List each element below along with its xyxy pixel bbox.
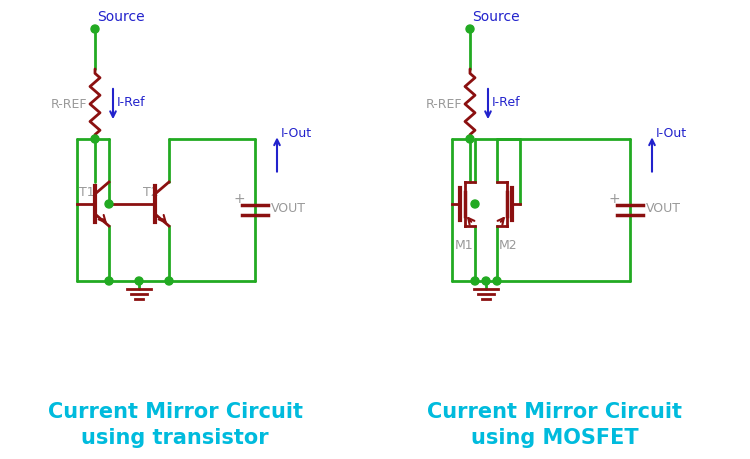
Text: I-Out: I-Out [281, 127, 312, 140]
Circle shape [165, 277, 173, 285]
Text: M1: M1 [454, 239, 473, 252]
Circle shape [105, 201, 113, 208]
Text: VOUT: VOUT [271, 202, 306, 215]
Text: Source: Source [97, 10, 145, 24]
Circle shape [91, 136, 99, 144]
Text: VOUT: VOUT [646, 202, 681, 215]
Text: Source: Source [472, 10, 520, 24]
Text: I-Ref: I-Ref [117, 96, 146, 109]
Text: +: + [608, 191, 619, 206]
Circle shape [466, 26, 474, 34]
Circle shape [91, 26, 99, 34]
Text: I-Ref: I-Ref [492, 96, 520, 109]
Text: Current Mirror Circuit
using transistor: Current Mirror Circuit using transistor [47, 401, 302, 447]
Circle shape [105, 277, 113, 285]
Circle shape [466, 136, 474, 144]
Circle shape [493, 277, 501, 285]
Circle shape [471, 201, 479, 208]
Text: I-Out: I-Out [656, 127, 687, 140]
Circle shape [135, 277, 143, 285]
Text: Current Mirror Circuit
using MOSFET: Current Mirror Circuit using MOSFET [427, 401, 682, 447]
Text: R-REF: R-REF [425, 98, 462, 111]
Text: +: + [233, 191, 244, 206]
Text: T2: T2 [143, 185, 159, 199]
Circle shape [482, 277, 490, 285]
Circle shape [471, 277, 479, 285]
Text: M2: M2 [499, 239, 517, 252]
Text: T1: T1 [80, 185, 94, 199]
Text: R-REF: R-REF [50, 98, 87, 111]
